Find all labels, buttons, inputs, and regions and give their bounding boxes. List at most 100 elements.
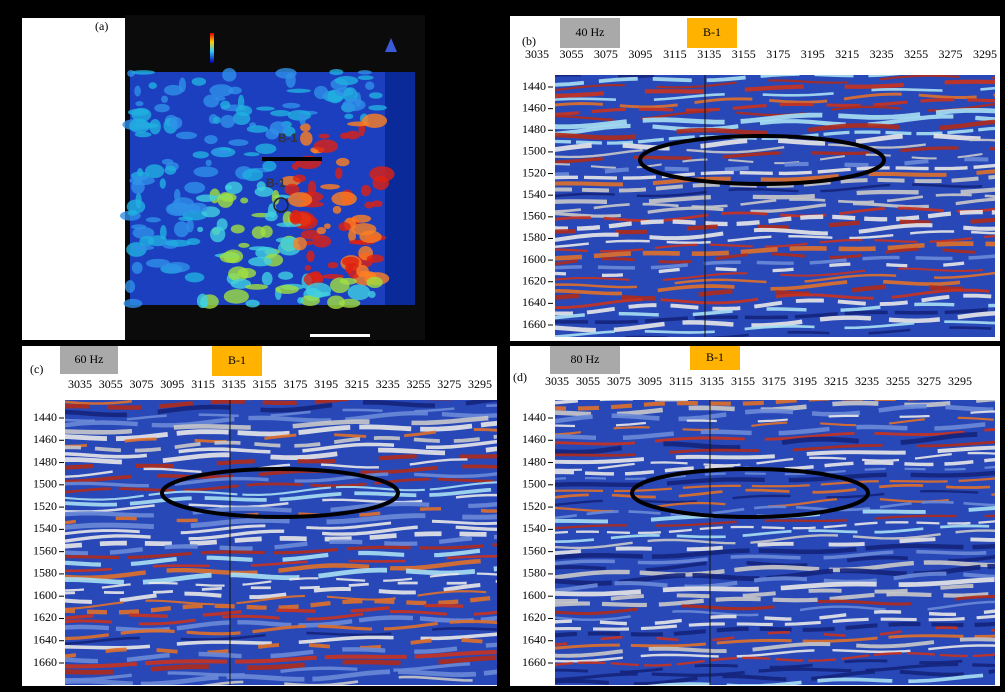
reflector xyxy=(65,619,497,641)
map-patch xyxy=(204,134,218,145)
y-tick-label: 1480 xyxy=(522,122,546,136)
map-patch xyxy=(178,216,194,221)
reflector xyxy=(555,126,995,145)
map-patch xyxy=(131,70,156,75)
y-tick-label: 1440 xyxy=(522,410,546,424)
map-patch xyxy=(164,84,183,96)
map-patch xyxy=(320,183,340,190)
panel-label: (d) xyxy=(513,370,527,384)
y-tick-label: 1640 xyxy=(522,632,546,646)
reflector xyxy=(65,637,497,659)
reflector xyxy=(555,138,995,159)
y-tick-label: 1460 xyxy=(33,432,57,446)
map-patch xyxy=(187,202,208,213)
reflector xyxy=(65,415,497,435)
map-patch xyxy=(345,130,361,140)
map-patch xyxy=(289,209,302,225)
frequency-label: 40 Hz xyxy=(576,25,605,39)
map-patch xyxy=(145,217,161,223)
y-tick-label: 1660 xyxy=(33,655,57,669)
map-patch xyxy=(360,184,372,197)
reflector xyxy=(65,531,497,549)
reflector xyxy=(65,595,497,615)
x-tick-label: 3195 xyxy=(801,47,825,61)
map-patch xyxy=(314,85,329,100)
map-patch xyxy=(225,181,243,195)
map-patch xyxy=(324,223,331,229)
map-patch xyxy=(134,245,155,251)
map-patch xyxy=(213,116,221,124)
map-patch xyxy=(356,265,369,278)
map-patch xyxy=(304,265,312,271)
map-patch xyxy=(161,95,168,103)
x-tick-label: 3295 xyxy=(948,374,972,388)
reflector xyxy=(555,114,995,136)
reflector xyxy=(65,464,497,484)
x-tick-label: 3115 xyxy=(663,47,687,61)
x-tick-label: 3095 xyxy=(160,377,184,391)
reflector xyxy=(65,507,497,525)
map-patch xyxy=(285,72,296,88)
map-patch xyxy=(248,256,273,267)
reflector xyxy=(555,302,995,320)
reflector xyxy=(65,582,497,604)
x-tick-label: 3215 xyxy=(345,377,369,391)
x-tick-label: 3275 xyxy=(939,47,963,61)
y-tick-label: 1500 xyxy=(33,477,57,491)
reflector xyxy=(65,543,497,559)
y-tick-label: 1620 xyxy=(33,610,57,624)
x-tick-label: 3235 xyxy=(870,47,894,61)
map-patch xyxy=(219,251,240,263)
map-patch xyxy=(184,181,206,194)
reflector xyxy=(65,400,497,418)
map-patch xyxy=(243,152,260,157)
map-patch xyxy=(368,104,387,111)
map-patch xyxy=(340,132,349,140)
map-patch xyxy=(291,162,299,170)
map-patch xyxy=(348,229,357,242)
reflector xyxy=(555,293,995,316)
map-patch xyxy=(124,280,136,293)
reflector xyxy=(555,209,995,231)
map-patch xyxy=(164,165,177,175)
panel: 40 Hz B-1 (b)3035 3055 3075 3095 3115 3135 3155 3… xyxy=(522,18,997,337)
reflector xyxy=(65,534,497,556)
frequency-label: 80 Hz xyxy=(571,352,600,366)
map-patch xyxy=(278,271,294,280)
reflector xyxy=(555,626,995,646)
y-tick-label: 1560 xyxy=(33,543,57,557)
reflector xyxy=(555,514,995,530)
x-tick-label: 3115 xyxy=(669,374,693,388)
map-patch xyxy=(292,237,307,251)
reflector xyxy=(555,311,995,333)
x-tick-label: 3035 xyxy=(68,377,92,391)
reflector xyxy=(65,632,497,650)
frequency-box xyxy=(550,346,620,374)
map-patch xyxy=(342,98,366,112)
reflector xyxy=(65,661,497,682)
x-tick-label: 3075 xyxy=(130,377,154,391)
map-patch xyxy=(351,214,372,223)
reflector xyxy=(555,146,995,164)
map-patch xyxy=(228,266,249,282)
reflector xyxy=(65,501,497,518)
map-patch xyxy=(300,131,313,146)
x-tick-label: 3135 xyxy=(697,47,721,61)
map-patch xyxy=(364,201,375,209)
reflector xyxy=(555,669,995,685)
reflector xyxy=(65,428,497,448)
reflector xyxy=(555,600,995,622)
y-tick-label: 1600 xyxy=(33,588,57,602)
map-patch xyxy=(228,86,242,95)
reflector xyxy=(65,400,262,405)
map-patch xyxy=(335,167,343,180)
reflector xyxy=(65,615,497,633)
x-tick-label: 3275 xyxy=(437,377,461,391)
well-label: B-1 xyxy=(228,353,246,367)
map-patch xyxy=(197,226,204,233)
well-box xyxy=(690,346,740,370)
map-patch xyxy=(313,139,338,153)
map-patch xyxy=(222,68,237,82)
reflector xyxy=(555,75,901,87)
map-patch xyxy=(148,82,157,89)
